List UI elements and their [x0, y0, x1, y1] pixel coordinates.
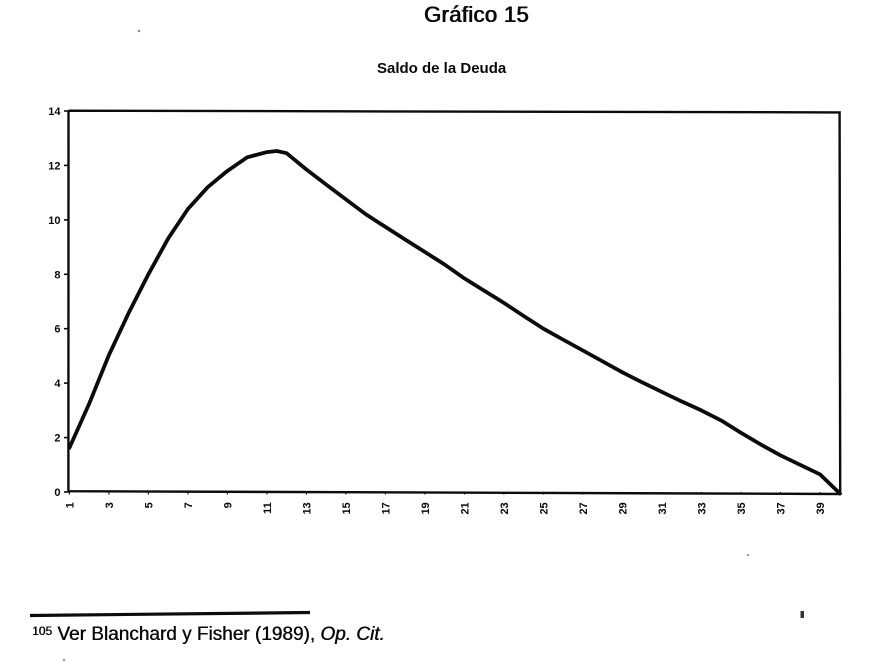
svg-text:3: 3	[104, 502, 116, 508]
svg-text:7: 7	[183, 502, 195, 508]
svg-text:19: 19	[420, 502, 432, 514]
svg-text:14: 14	[48, 106, 61, 118]
svg-text:4: 4	[54, 378, 61, 390]
svg-text:8: 8	[54, 269, 60, 281]
svg-text:9: 9	[223, 502, 235, 508]
svg-text:10: 10	[48, 215, 60, 227]
svg-text:11: 11	[262, 502, 274, 514]
svg-text:33: 33	[697, 502, 709, 514]
svg-text:21: 21	[460, 502, 472, 514]
svg-text:15: 15	[341, 502, 353, 514]
svg-text:13: 13	[302, 502, 314, 514]
svg-text:2: 2	[54, 433, 60, 445]
svg-text:1: 1	[65, 502, 77, 508]
svg-text:31: 31	[657, 502, 669, 514]
svg-text:29: 29	[618, 502, 630, 514]
svg-text:39: 39	[815, 502, 827, 514]
svg-text:17: 17	[381, 502, 393, 514]
svg-text:0: 0	[54, 487, 60, 499]
svg-text:5: 5	[144, 502, 156, 508]
svg-text:27: 27	[578, 502, 590, 514]
svg-text:23: 23	[499, 502, 511, 514]
svg-text:25: 25	[539, 502, 551, 514]
svg-text:35: 35	[736, 502, 748, 514]
svg-text:37: 37	[776, 502, 788, 514]
svg-text:6: 6	[54, 324, 60, 336]
svg-text:12: 12	[48, 160, 60, 172]
